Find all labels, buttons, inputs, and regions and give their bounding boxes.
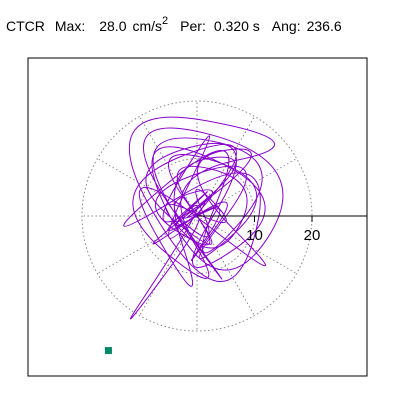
max-label: Max: [54, 18, 86, 34]
grid-spoke-330 [196, 215, 297, 274]
max-unit-exponent: 2 [162, 15, 169, 27]
angle-label: Ang: [271, 18, 301, 34]
angle-value: 236.6 [306, 18, 342, 34]
trace-path [123, 116, 284, 320]
peak-marker [104, 347, 112, 355]
tick-label-20: 20 [304, 227, 321, 244]
grid-spoke-30 [196, 158, 297, 217]
grid-spoke-210 [97, 215, 198, 274]
axis-layer: 10 20 [104, 215, 367, 355]
plot-header: CTCR Max: 28.0 cm/s2 Per: 0.320 s Ang: 236.6 [6, 15, 342, 36]
max-value: 28.0 [99, 18, 127, 34]
period-label: Per: [180, 18, 206, 34]
component-label: CTCR [6, 18, 45, 34]
grid-spoke-300 [196, 215, 255, 316]
grid-spoke-240 [139, 215, 198, 316]
max-unit: cm/s [132, 18, 163, 34]
plot-frame [27, 57, 368, 377]
period-value: 0.320 s [213, 18, 260, 34]
motion-trace [123, 116, 284, 320]
tick-label-10: 10 [246, 227, 263, 244]
